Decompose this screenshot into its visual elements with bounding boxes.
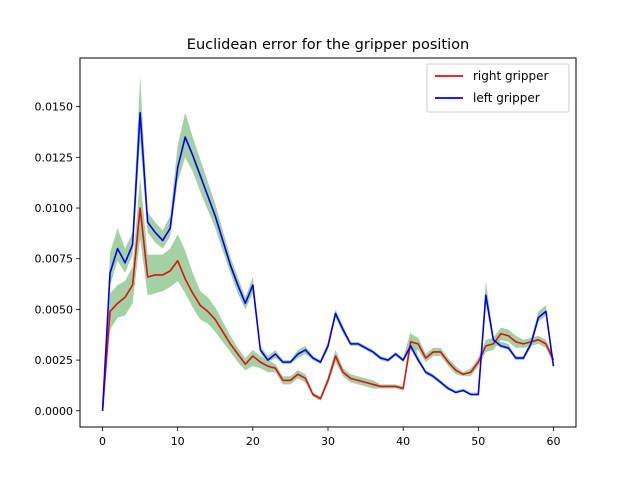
y-tick-label: 0.0150 [35, 101, 74, 114]
series-line-0 [101, 207, 555, 411]
error-band-1 [102, 76, 554, 411]
y-tick-label: 0.0100 [35, 202, 74, 215]
error-bands [102, 76, 554, 411]
y-tick-label: 0.0125 [35, 151, 74, 164]
x-tick-label: 60 [546, 435, 560, 448]
x-tick-label: 40 [396, 435, 410, 448]
y-tick-label: 0.0050 [35, 303, 74, 316]
legend-label-0: right gripper [473, 69, 549, 83]
chart-title: Euclidean error for the gripper position [187, 37, 469, 53]
y-tick-label: 0.0025 [35, 354, 74, 367]
legend: right gripper left gripper [426, 63, 570, 113]
x-tick-label: 0 [99, 435, 106, 448]
x-tick-label: 10 [171, 435, 185, 448]
series-lines [101, 111, 555, 411]
x-axis: 0 10 20 30 40 50 60 [99, 427, 560, 448]
x-tick-label: 50 [471, 435, 485, 448]
y-tick-label: 0.0000 [35, 405, 74, 418]
legend-label-1: left gripper [473, 91, 540, 105]
x-tick-label: 30 [321, 435, 335, 448]
y-axis: 0.0000 0.0025 0.0050 0.0075 0.0100 0.0125 0.01… [35, 101, 80, 418]
plot-frame [79, 57, 577, 428]
x-tick-label: 20 [246, 435, 260, 448]
y-tick-label: 0.0075 [35, 253, 74, 266]
series-line-1 [101, 111, 555, 411]
